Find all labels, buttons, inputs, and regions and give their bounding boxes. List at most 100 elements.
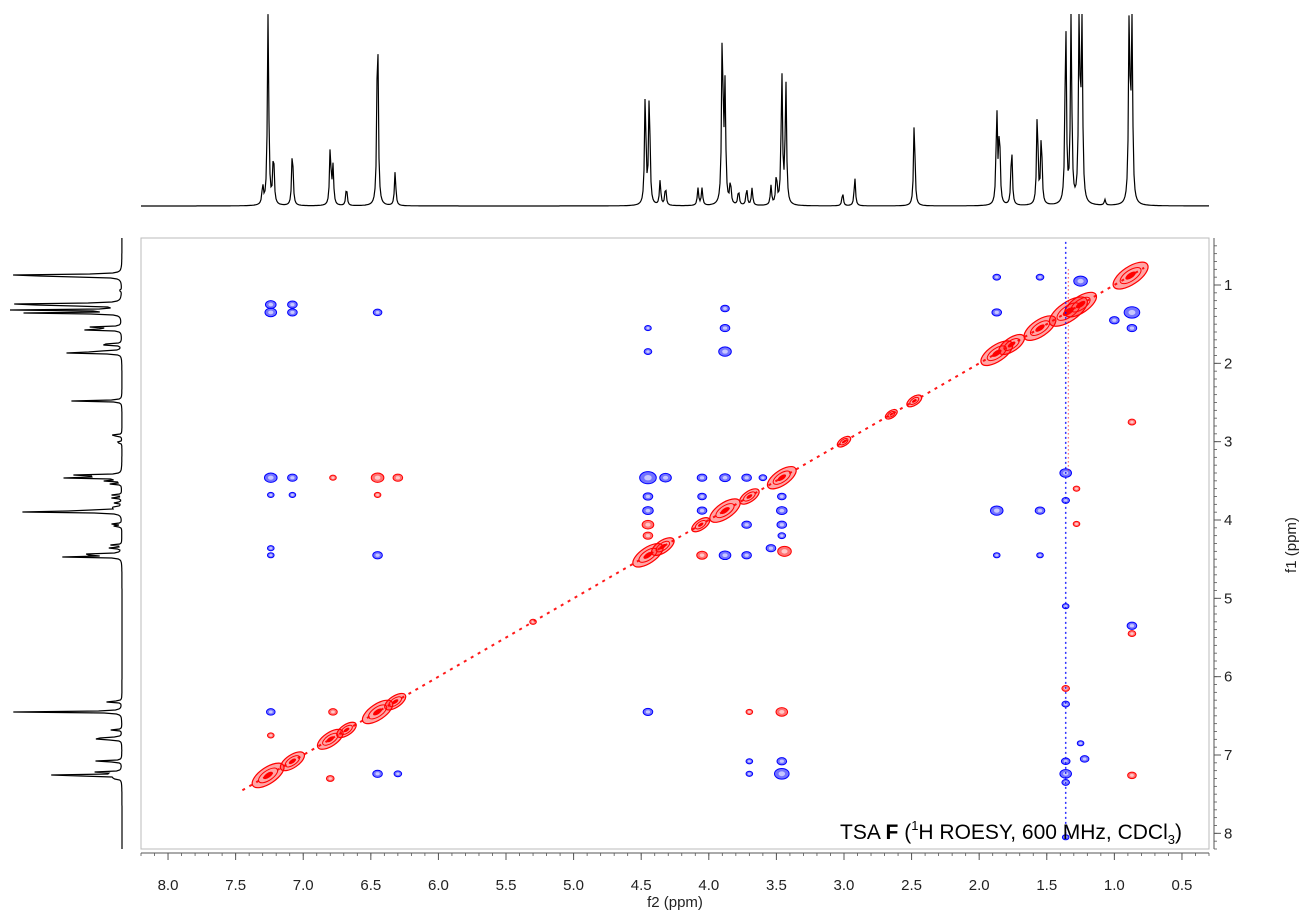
cross-peak (264, 300, 277, 310)
cross-peak (991, 308, 1003, 317)
diagonal-peak (336, 721, 357, 739)
cross-peak (266, 545, 275, 552)
cross-peak (776, 506, 788, 516)
cross-peak (1036, 552, 1044, 559)
cross-peak (266, 491, 275, 498)
x-tick-label: 5.5 (496, 877, 517, 894)
cross-peak (758, 474, 768, 482)
x-tick-label: 8.0 (158, 877, 179, 894)
diagonal-peak (691, 517, 711, 533)
x-tick-label: 2.5 (901, 877, 922, 894)
x-tick-label: 4.0 (698, 877, 719, 894)
cross-peak (1127, 630, 1137, 637)
cross-peak (1079, 755, 1090, 763)
cross-peak (1034, 506, 1046, 515)
cross-peak (1126, 621, 1138, 630)
cross-peak (696, 550, 708, 560)
cross-peak (1127, 771, 1137, 780)
cross-peak (1035, 273, 1045, 281)
f1-projection-trace (9, 238, 123, 849)
diagonal-peak (709, 498, 741, 523)
diagonal-peak (650, 537, 675, 557)
cross-peak (287, 300, 298, 309)
cross-peak (329, 474, 337, 481)
y-tick-label: 5 (1224, 590, 1232, 607)
cross-peak (1109, 316, 1120, 325)
diagonal-peak (906, 394, 923, 408)
x-tick-label: 1.0 (1104, 877, 1125, 894)
x-tick-label: 3.5 (766, 877, 787, 894)
y-tick-label: 1 (1224, 277, 1232, 294)
annotation-open: ( (898, 821, 912, 844)
cross-peak (287, 308, 298, 317)
cross-peak (1072, 520, 1081, 527)
cross-peak (372, 769, 383, 778)
cross-peak (718, 346, 732, 357)
diagonal-peak (251, 762, 285, 789)
diagonal-peak (279, 751, 306, 772)
cross-peak (720, 304, 730, 313)
cross-peak (777, 492, 787, 501)
cross-peak (1123, 306, 1141, 319)
cross-peak (741, 551, 752, 560)
cross-peak (777, 532, 787, 540)
diagonal-ridge (241, 266, 1145, 792)
cross-peak (1127, 418, 1137, 426)
y-axis-title: f1 (ppm) (1283, 517, 1300, 573)
cross-peak (264, 307, 278, 318)
cross-peak (263, 472, 278, 483)
annotation-superscript: 1 (911, 818, 919, 833)
cross-peak (992, 552, 1001, 559)
diagonal-peak (739, 488, 760, 505)
cross-peak (266, 552, 275, 559)
cross-peak (745, 770, 754, 777)
annotation-prefix: TSA (840, 821, 886, 844)
x-tick-label: 7.5 (225, 877, 246, 894)
x-tick-label: 5.0 (563, 877, 584, 894)
cross-peak (639, 471, 657, 485)
x-tick-label: 0.5 (1172, 877, 1193, 894)
cross-peak (777, 545, 792, 557)
cross-peak (659, 472, 672, 483)
x-tick-label: 6.5 (360, 877, 381, 894)
cross-peak (372, 308, 383, 317)
cross-peak (1126, 323, 1138, 333)
cross-peak (776, 520, 788, 529)
cross-peak (1073, 275, 1088, 287)
spectrum-annotation: TSA F (1H ROESY, 600 MHz, CDCl3) (840, 819, 1182, 846)
cross-peak (641, 519, 655, 530)
cross-peak (644, 325, 652, 332)
cross-peak (741, 520, 752, 529)
cross-peak (1061, 700, 1070, 708)
diagonal-peak (836, 435, 852, 448)
cross-peak (643, 348, 653, 355)
cross-peak (776, 757, 788, 766)
cross-peak (328, 708, 338, 716)
x-tick-label: 1.5 (1036, 877, 1057, 894)
cross-peak (989, 505, 1004, 516)
diagonal-peak (1112, 261, 1149, 290)
cross-peak (642, 492, 654, 501)
x-tick-label: 3.0 (834, 877, 855, 894)
cross-peak (372, 551, 383, 560)
cross-peak (392, 473, 404, 482)
y-axis: 1 2 3 4 5 6 7 8 (1213, 238, 1232, 850)
x-tick-label: 7.0 (293, 877, 314, 894)
cross-peak (719, 473, 731, 483)
cross-peak (642, 506, 654, 516)
cross-peak (696, 473, 708, 482)
diagonal-peak (884, 408, 898, 420)
y-tick-label: 4 (1224, 512, 1232, 529)
annotation-experiment: H ROESY, 600 MHz, CDCl (918, 821, 1168, 844)
cross-peak (718, 550, 732, 561)
contour-peaks (241, 241, 1149, 842)
y-tick-label: 8 (1224, 825, 1232, 842)
cross-peak (642, 531, 654, 540)
x-tick-label: 2.0 (969, 877, 990, 894)
cross-peak (373, 491, 382, 498)
cross-peak (265, 708, 276, 716)
cross-peak (642, 707, 654, 717)
annotation-subscript: 3 (1167, 832, 1176, 847)
y-tick-label: 3 (1224, 434, 1232, 451)
